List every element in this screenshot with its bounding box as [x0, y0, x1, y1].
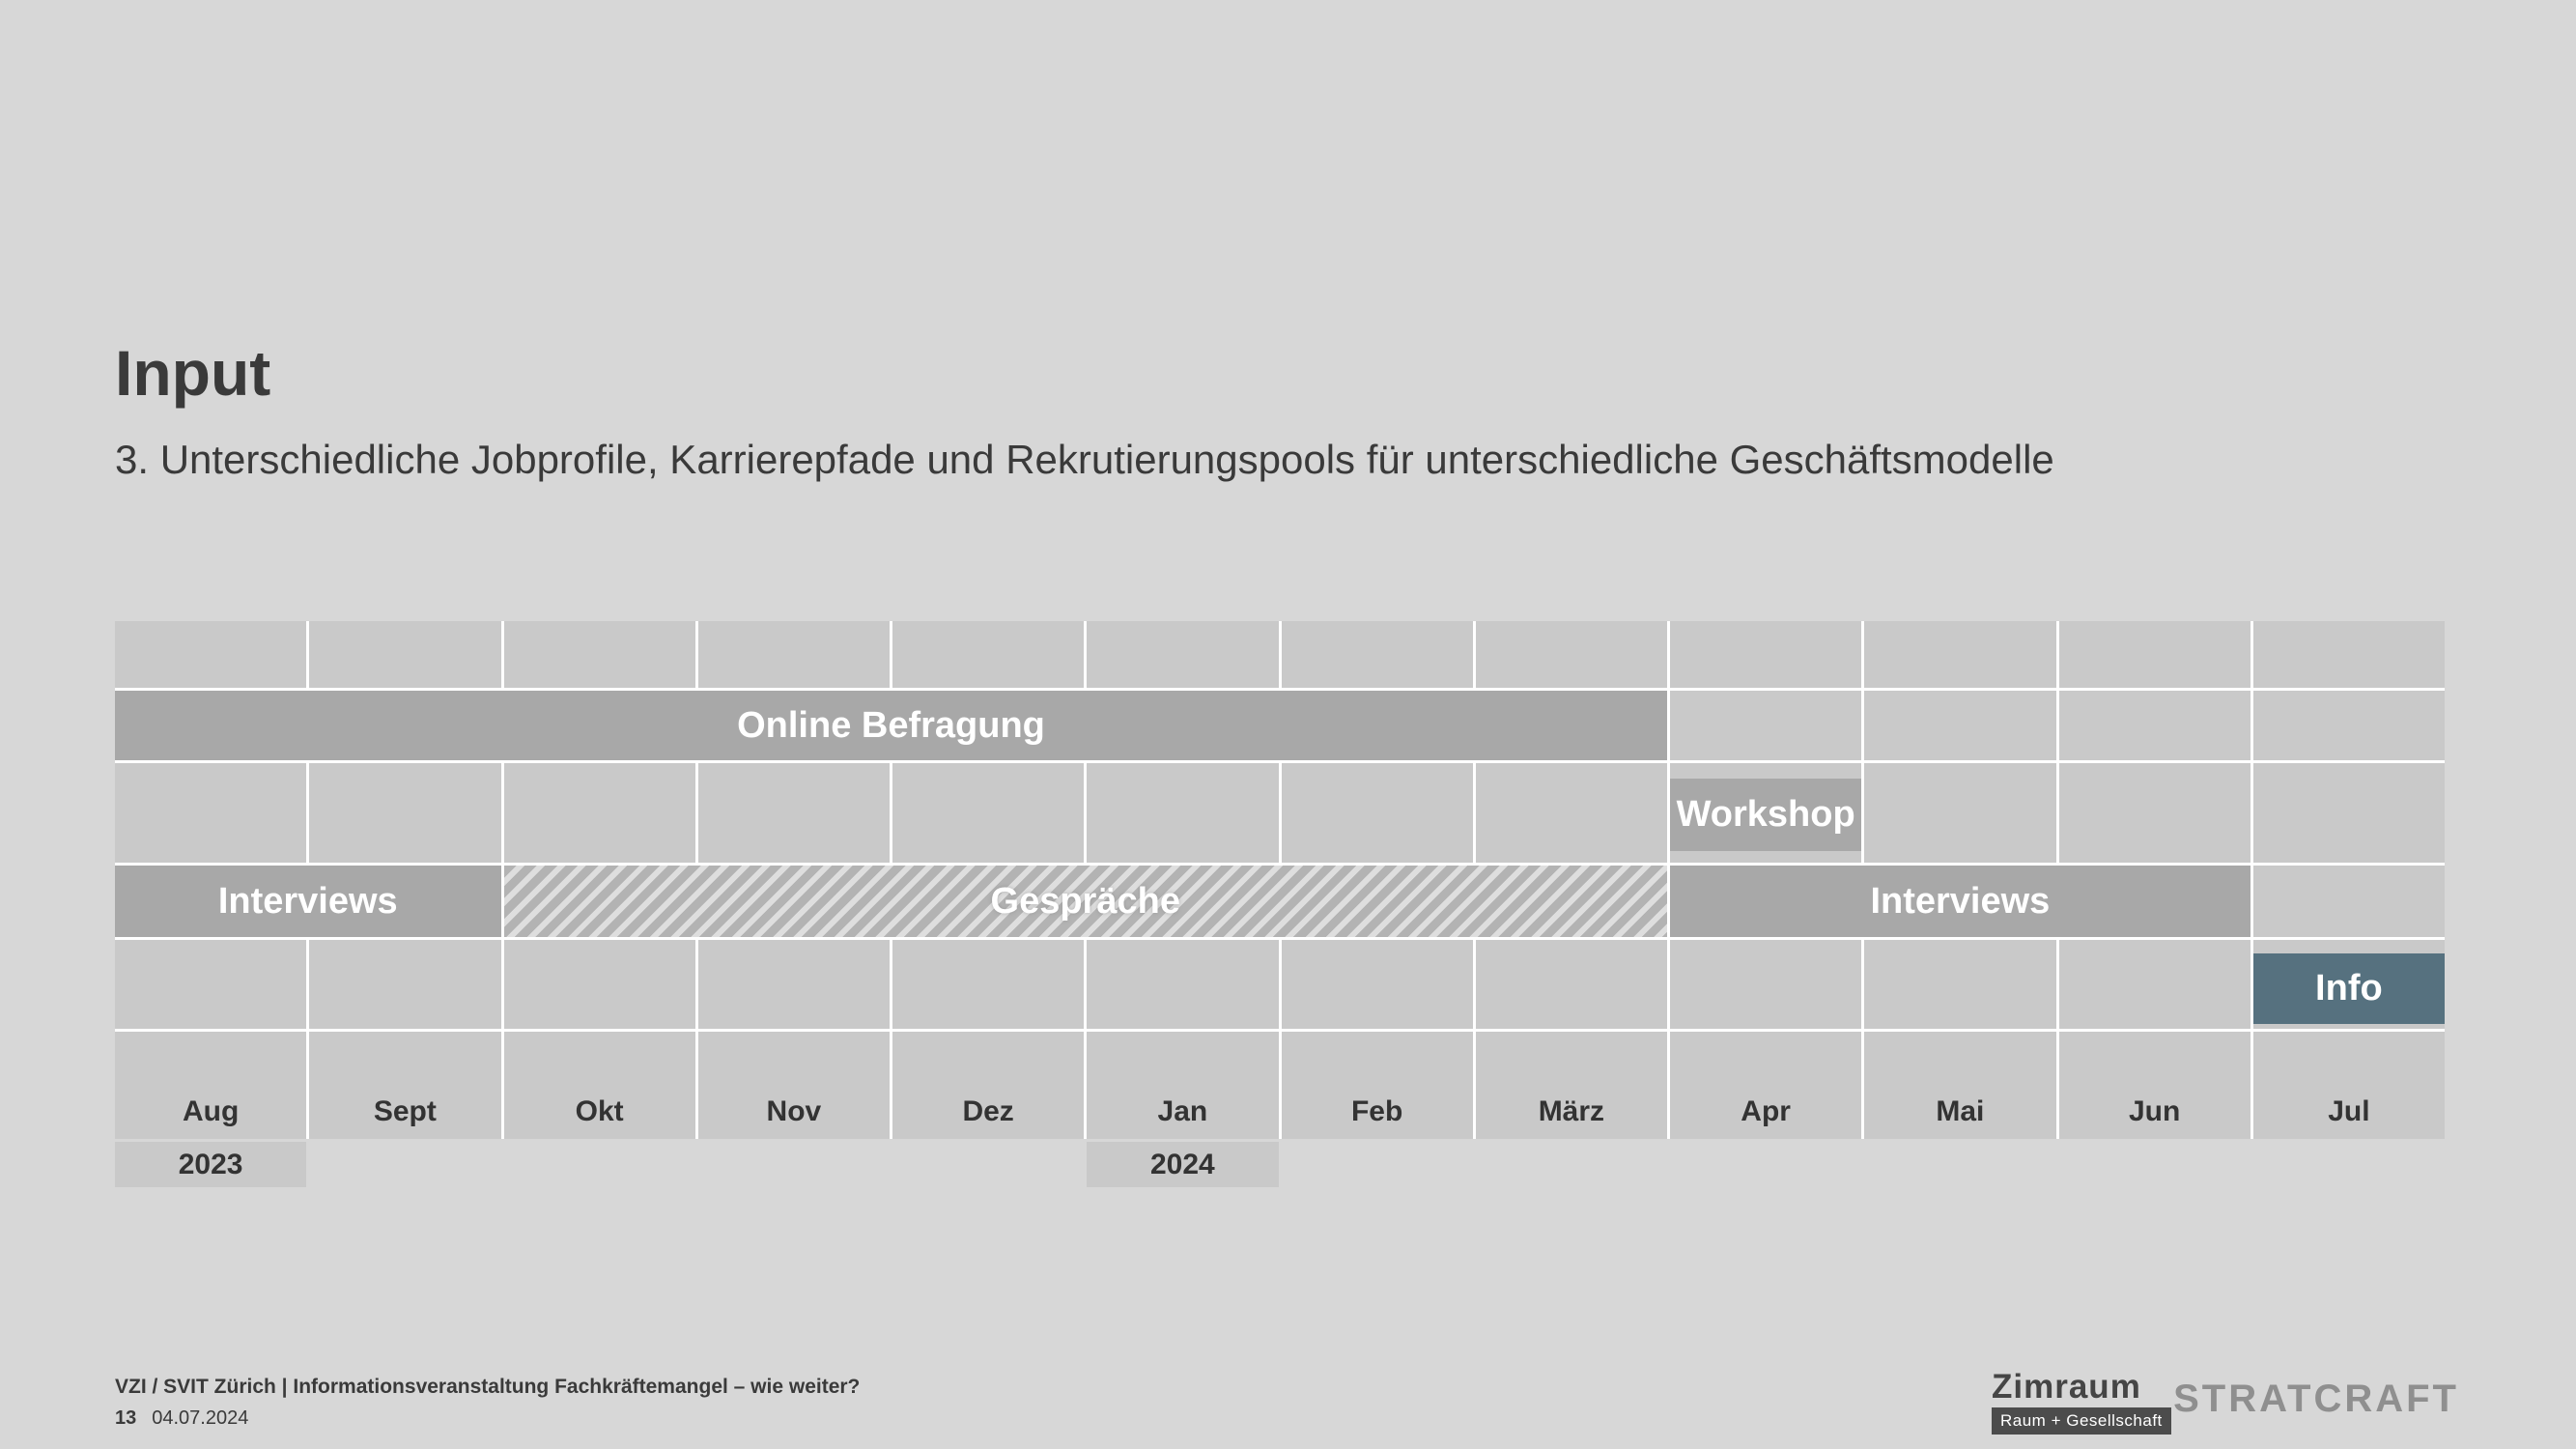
- grid-cell: [115, 621, 307, 688]
- year-label-2024: 2024: [1087, 1142, 1279, 1187]
- timeline-chart: Aug Sept Okt Nov Dez Jan Feb März Apr Mai Jun Jul On…: [115, 621, 2445, 1139]
- grid-cell: [697, 621, 890, 688]
- footer-meta: 13 04.07.2024: [115, 1407, 860, 1430]
- timeline-bar-workshop: Workshop: [1670, 779, 1862, 851]
- grid-cell: [1087, 940, 1279, 1029]
- page-number: 13: [115, 1407, 137, 1429]
- month-label-jul: Jul: [2252, 1032, 2445, 1139]
- timeline-bar-interviews: Interviews: [115, 866, 501, 937]
- grid-cell: [1864, 763, 2056, 863]
- grid-cell: [1864, 621, 2056, 688]
- grid-cell: [1670, 621, 1862, 688]
- grid-cell: [2252, 621, 2445, 688]
- grid-cell: [1475, 763, 1667, 863]
- grid-cell: [1670, 940, 1862, 1029]
- grid-cell: [503, 621, 695, 688]
- year-row: 2023 2024: [115, 1142, 2445, 1187]
- month-label-jun: Jun: [2058, 1032, 2250, 1139]
- timeline-bar-interviews: Interviews: [1670, 866, 2250, 937]
- page-subtitle: 3. Unterschiedliche Jobprofile, Karriere…: [115, 437, 2054, 482]
- timeline-bar-online-befragung: Online Befragung: [115, 691, 1667, 760]
- grid-cell: [1281, 763, 1473, 863]
- grid-cell: [2252, 866, 2445, 937]
- month-label-feb: Feb: [1281, 1032, 1473, 1139]
- grid-cell: [1670, 691, 1862, 760]
- grid-cell: [1087, 621, 1279, 688]
- grid-cell: [309, 763, 501, 863]
- month-label-nov: Nov: [697, 1032, 890, 1139]
- grid-cell: [2252, 691, 2445, 760]
- timeline-bar-gespr-che: Gespräche: [503, 866, 1667, 937]
- footer: VZI / SVIT Zürich | Informationsveransta…: [115, 1376, 860, 1430]
- grid-cell: [697, 763, 890, 863]
- grid-cell: [503, 940, 695, 1029]
- grid-cell: [1281, 940, 1473, 1029]
- month-label-dez: Dez: [892, 1032, 1085, 1139]
- zimraum-wordmark: Zimraum: [1992, 1368, 2141, 1406]
- month-label-apr: Apr: [1670, 1032, 1862, 1139]
- grid-cell: [309, 940, 501, 1029]
- zimraum-logo: Zimraum Raum + Gesellschaft: [1992, 1370, 2171, 1435]
- grid-cell: [1864, 691, 2056, 760]
- grid-cell: [2058, 691, 2250, 760]
- grid-cell: [115, 940, 307, 1029]
- footer-event-title: VZI / SVIT Zürich | Informationsveransta…: [115, 1376, 861, 1398]
- month-label-mai: Mai: [1864, 1032, 2056, 1139]
- grid-cell: [2058, 621, 2250, 688]
- stratcraft-logo: STRATCRAFT: [2173, 1378, 2459, 1420]
- month-label-märz: März: [1475, 1032, 1667, 1139]
- grid-cell: [503, 763, 695, 863]
- grid-cell: [2058, 940, 2250, 1029]
- grid-cell: [697, 940, 890, 1029]
- grid-cell: [1087, 763, 1279, 863]
- grid-cell: [1475, 940, 1667, 1029]
- month-label-aug: Aug: [115, 1032, 307, 1139]
- grid-cell: [2252, 763, 2445, 863]
- month-label-sept: Sept: [309, 1032, 501, 1139]
- grid-cell: [2058, 763, 2250, 863]
- grid-cell: [892, 621, 1085, 688]
- zimraum-tagline: Raum + Gesellschaft: [1992, 1407, 2171, 1435]
- grid-cell: [309, 621, 501, 688]
- footer-date: 04.07.2024: [152, 1407, 249, 1429]
- month-label-jan: Jan: [1087, 1032, 1279, 1139]
- month-label-okt: Okt: [503, 1032, 695, 1139]
- grid-cell: [115, 763, 307, 863]
- year-label-2023: 2023: [115, 1142, 307, 1187]
- grid-cell: [1281, 621, 1473, 688]
- grid-cell: [1864, 940, 2056, 1029]
- grid-cell: [1475, 621, 1667, 688]
- grid-cell: [892, 763, 1085, 863]
- timeline-bar-info: Info: [2252, 953, 2445, 1024]
- page-title: Input: [115, 337, 271, 409]
- grid-cell: [892, 940, 1085, 1029]
